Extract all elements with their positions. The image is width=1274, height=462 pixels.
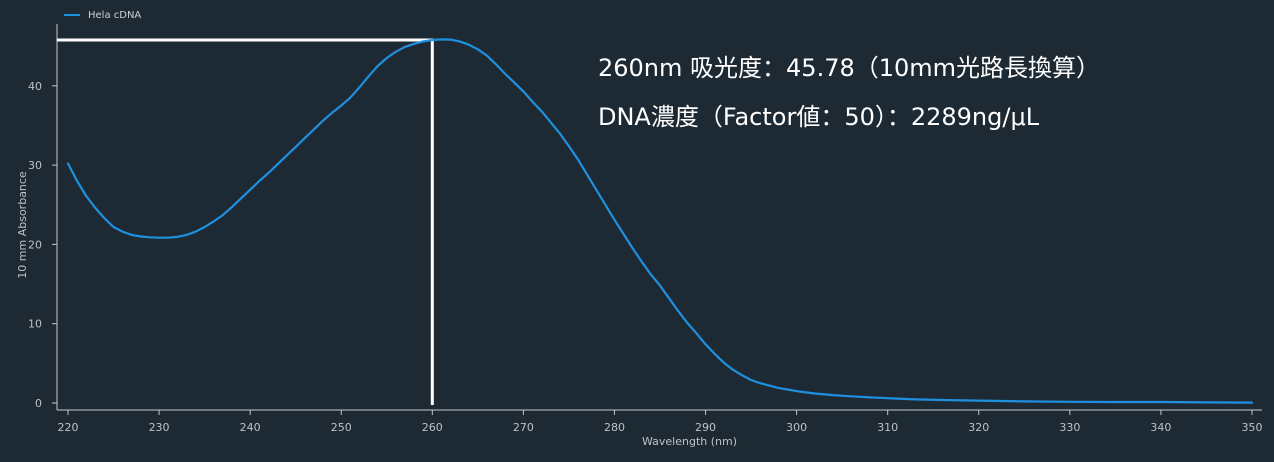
y-axis-ticks: 0 10 20 30 40: [28, 80, 57, 410]
x-tick-label: 240: [240, 421, 261, 434]
peak-marker-line: [57, 38, 434, 405]
legend-label-hela-cdna: Hela cDNA: [88, 10, 141, 21]
x-tick-label: 280: [604, 421, 625, 434]
y-tick-label: 40: [28, 80, 42, 93]
series-layer: [66, 38, 1254, 404]
y-tick-label: 10: [28, 318, 42, 331]
legend: Hela cDNA: [64, 10, 141, 21]
peak-marker: [57, 38, 434, 405]
annotation-dna-concentration: DNA濃度（Factor値：50）：2289ng/μL: [598, 103, 1040, 131]
series-line-hela-cdna: [66, 38, 1254, 404]
y-tick-label: 20: [28, 238, 42, 251]
x-tick-label: 310: [877, 421, 898, 434]
x-tick-label: 220: [58, 421, 79, 434]
x-tick-label: 250: [331, 421, 352, 434]
y-axis-label: 10 mm Absorbance: [16, 171, 29, 279]
x-tick-label: 320: [968, 421, 989, 434]
x-axis-label: Wavelength (nm): [642, 435, 737, 448]
x-axis-ticks: 220 230 240 250 260 270 280 290 300 310 320 330 340 3…: [58, 410, 1263, 434]
x-tick-label: 330: [1059, 421, 1080, 434]
x-tick-label: 350: [1242, 421, 1263, 434]
y-tick-label: 30: [28, 159, 42, 172]
x-tick-label: 270: [513, 421, 534, 434]
x-tick-label: 290: [695, 421, 716, 434]
x-tick-label: 340: [1150, 421, 1171, 434]
x-tick-label: 300: [786, 421, 807, 434]
y-tick-label: 0: [35, 397, 42, 410]
annotation-absorbance: 260nm 吸光度：45.78（10mm光路長換算）: [598, 54, 1100, 82]
x-tick-label: 260: [422, 421, 443, 434]
x-tick-label: 230: [149, 421, 170, 434]
